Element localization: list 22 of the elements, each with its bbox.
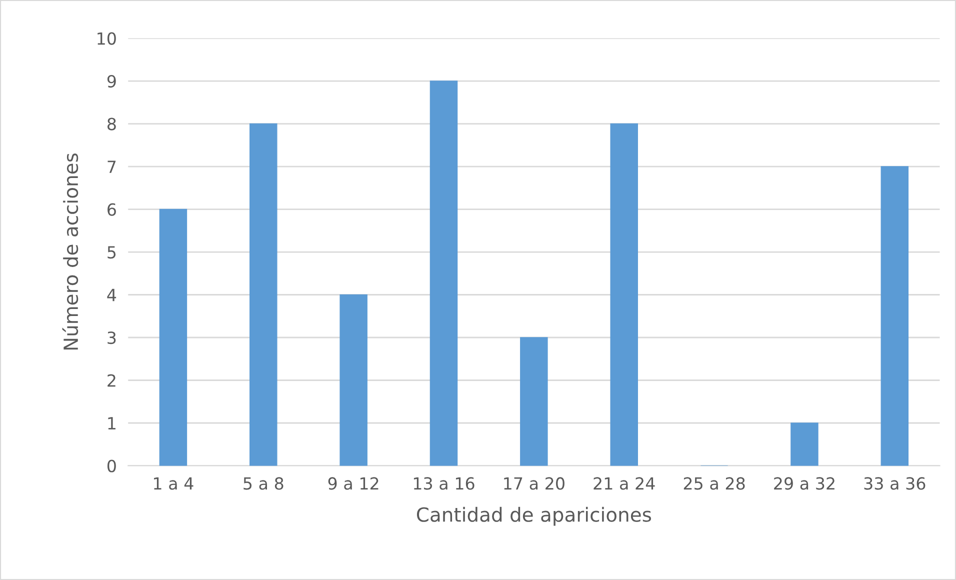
x-axis-title: Cantidad de apariciones — [416, 506, 652, 526]
y-tick-label: 4 — [107, 288, 116, 302]
x-tick-label: 21 a 24 — [594, 477, 655, 490]
x-tick-label: 25 a 28 — [684, 477, 745, 490]
y-tick-label: 10 — [98, 32, 116, 45]
y-tick-label: 2 — [108, 374, 116, 387]
x-tick-label: 17 a 20 — [504, 477, 564, 490]
y-tick-label: 9 — [107, 74, 116, 88]
y-tick-label: 0 — [107, 460, 116, 472]
x-tick-label: 29 a 32 — [774, 477, 834, 490]
y-tick-label: 5 — [108, 246, 116, 259]
y-axis-title: Número de acciones — [62, 154, 78, 350]
y-tick-label: 7 — [108, 160, 116, 173]
x-tick-label: 1 a 4 — [154, 477, 194, 490]
x-tick-label: 13 a 16 — [414, 477, 474, 490]
x-tick-label: 33 a 36 — [864, 477, 926, 490]
x-tick-label: 9 a 12 — [328, 477, 378, 490]
y-tick-label: 8 — [108, 118, 116, 130]
x-tick-label: 5 a 8 — [244, 477, 284, 490]
y-tick-label: 6 — [108, 203, 116, 216]
y-tick-label: 1 — [108, 417, 116, 430]
y-tick-label: 3 — [108, 331, 116, 344]
